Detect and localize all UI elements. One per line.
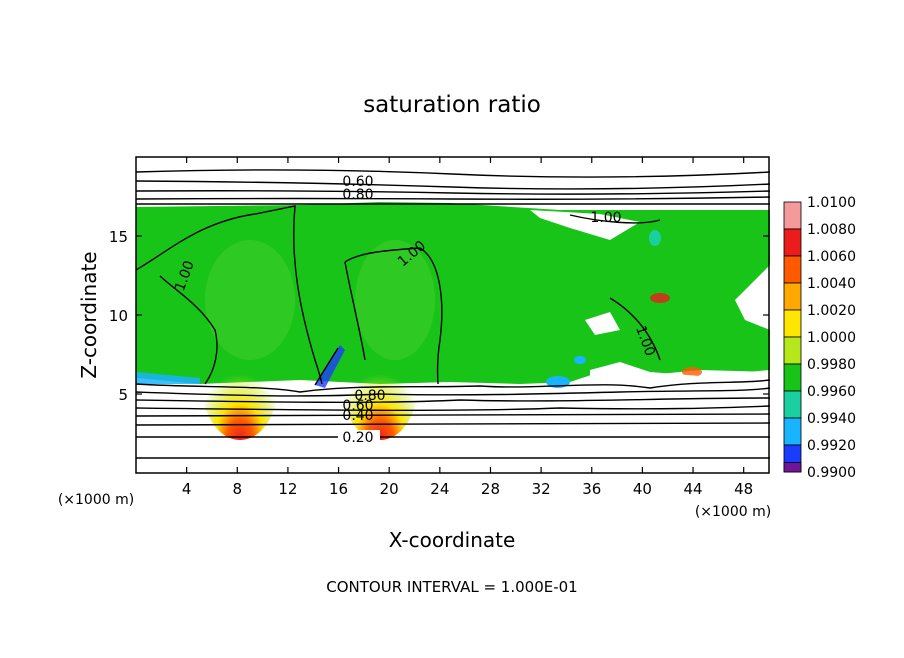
x-tick-label: 12	[278, 480, 297, 498]
colorbar-swatch	[783, 390, 802, 419]
contour-interval-note: CONTOUR INTERVAL = 1.000E-01	[326, 578, 577, 596]
x-tick-label: 44	[683, 480, 702, 498]
colorbar-swatch	[783, 462, 802, 473]
x-tick-label: 20	[380, 480, 399, 498]
colorbar-swatch	[783, 417, 802, 446]
y-tick-label: 10	[109, 307, 128, 325]
colorbar-swatch	[783, 255, 802, 284]
chart-title: saturation ratio	[363, 92, 541, 118]
plot-area: 0.60 0.80 1.00 1.00 1.00 1.00 0.80 0.60 …	[135, 156, 771, 474]
colorbar-label: 0.9980	[807, 357, 856, 373]
x-axis-ticks: 4 8 12 16 20 24 28 32 36 40 44 48	[182, 157, 753, 498]
dry-intrusion	[590, 362, 770, 384]
colorbar-label: 1.0000	[807, 330, 856, 346]
colorbar-label: 0.9960	[807, 384, 856, 400]
colorbar: 1.0100 1.0080 1.0060 1.0040 1.0020 1.0000 0.99…	[783, 195, 856, 481]
dry-intrusion	[530, 210, 640, 240]
supersaturation-spot	[682, 367, 702, 377]
x-tick-label: 28	[481, 480, 500, 498]
colorbar-label: 1.0060	[807, 249, 856, 265]
contour-label: 0.80	[354, 388, 385, 404]
y-axis-label: Z-coordinate	[77, 251, 101, 378]
contour-label: 1.00	[590, 210, 621, 226]
colorbar-label: 0.9940	[807, 411, 856, 427]
contour-label: 0.80	[342, 187, 373, 203]
colorbar-label: 0.9920	[807, 438, 856, 454]
light-patch	[205, 240, 295, 360]
subsaturated-spot	[649, 230, 661, 246]
x-tick-label: 32	[532, 480, 551, 498]
colorbar-swatch	[783, 363, 802, 392]
colorbar-swatch	[783, 336, 802, 365]
x-axis-label: X-coordinate	[389, 528, 516, 552]
subsaturated-spot	[574, 356, 586, 364]
y-tick-label: 5	[118, 386, 128, 404]
supersaturation-core	[342, 330, 418, 440]
y-axis-unit: (×1000 m)	[58, 492, 134, 508]
colorbar-swatch	[783, 282, 802, 311]
contour-label: 0.60	[342, 174, 373, 190]
x-tick-label: 40	[633, 480, 652, 498]
colorbar-label: 1.0040	[807, 276, 856, 292]
y-tick-label: 15	[109, 228, 128, 246]
x-tick-label: 16	[329, 480, 348, 498]
x-tick-label: 36	[582, 480, 601, 498]
colorbar-label: 1.0100	[807, 195, 856, 211]
colorbar-swatch	[783, 309, 802, 338]
dry-intrusion	[735, 265, 770, 330]
subsaturated-edge	[315, 345, 345, 388]
colorbar-label: 0.9900	[807, 465, 856, 481]
contour-label: 0.60	[342, 398, 373, 414]
dry-intrusion	[585, 312, 620, 335]
light-patch	[355, 240, 435, 360]
x-tick-label: 4	[182, 480, 192, 498]
contour-label: 0.20	[342, 430, 373, 446]
colorbar-swatch	[783, 228, 802, 257]
supersaturation-core	[202, 330, 278, 440]
contour-label: 0.40	[342, 408, 373, 424]
subsaturated-edge	[136, 372, 200, 384]
supersaturation-spot	[650, 293, 670, 303]
x-tick-label: 8	[233, 480, 243, 498]
contours	[135, 169, 771, 459]
colorbar-label: 1.0080	[807, 222, 856, 238]
y-axis-ticks: 5 10 15	[109, 228, 769, 404]
x-tick-label: 48	[734, 480, 753, 498]
x-tick-label: 24	[430, 480, 449, 498]
x-axis-unit: (×1000 m)	[695, 504, 771, 520]
colorbar-swatch	[783, 201, 802, 230]
colorbar-label: 1.0020	[807, 303, 856, 319]
